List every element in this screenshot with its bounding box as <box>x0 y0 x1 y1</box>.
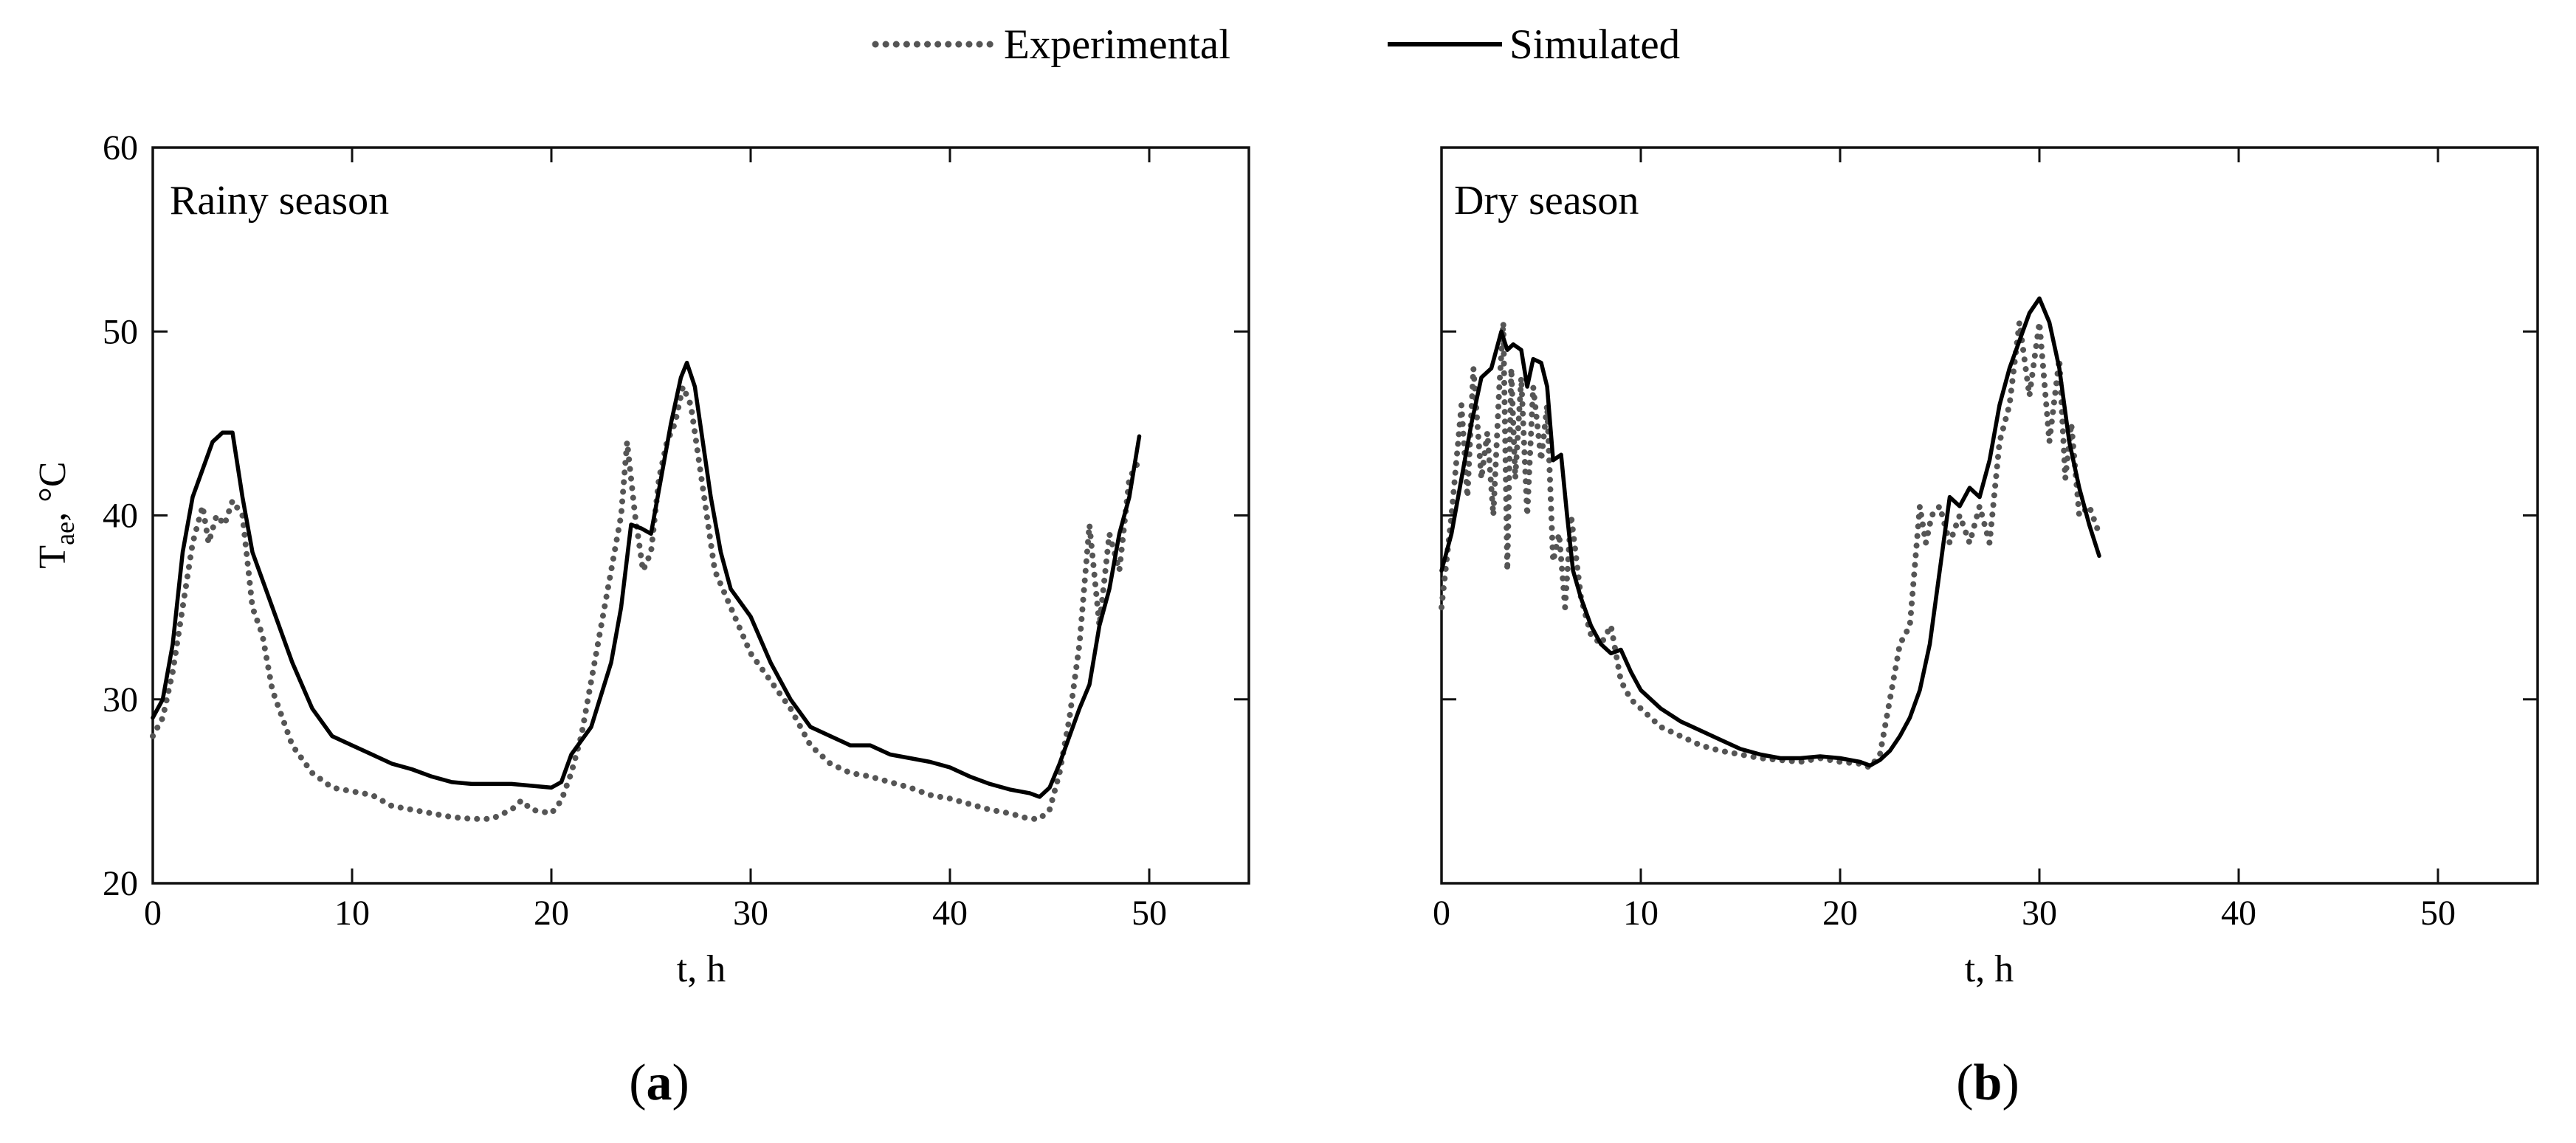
x-tick-label: 0 <box>1433 894 1450 933</box>
x-tick-label: 30 <box>733 894 768 933</box>
panel-label-b: (b) <box>1956 1054 2019 1111</box>
x-tick-label: 10 <box>1623 894 1659 933</box>
y-axis-label: Tae, °C <box>32 461 80 568</box>
y-tick-label: 40 <box>103 497 138 536</box>
x-tick-label: 50 <box>1132 894 1167 933</box>
y-tick-label: 50 <box>103 312 138 351</box>
x-axis-label: t, h <box>1965 948 2014 990</box>
x-tick-label: 40 <box>2221 894 2256 933</box>
x-axis-label: t, h <box>677 948 726 990</box>
chart-panel-b: 0 10 20 30 40 50 Dry season t, h (b) <box>1433 146 2539 1111</box>
plot-frame <box>151 146 1250 885</box>
axis-ticks: 0 10 20 30 40 50 20 30 40 50 60 <box>103 128 1249 933</box>
y-axis-label-main: T <box>32 545 74 569</box>
y-tick-label: 60 <box>103 128 138 168</box>
x-tick-label: 40 <box>932 894 968 933</box>
season-annotation: Dry season <box>1454 178 1639 224</box>
series-layer <box>1439 296 2102 770</box>
legend: Experimental Simulated <box>872 21 1680 68</box>
series-simulated-line <box>1439 296 2101 768</box>
legend-experimental-label: Experimental <box>1004 21 1230 68</box>
x-tick-label: 20 <box>1822 894 1858 933</box>
series-experimental-line <box>1439 319 2102 770</box>
x-tick-label: 30 <box>2022 894 2057 933</box>
y-axis-label-unit: , °C <box>32 461 74 521</box>
x-tick-label: 0 <box>144 894 162 933</box>
season-annotation: Rainy season <box>170 178 389 224</box>
series-simulated-line <box>151 360 1142 799</box>
legend-simulated-label: Simulated <box>1509 21 1680 68</box>
y-axis-label-sub: ae <box>50 522 80 545</box>
y-tick-label: 20 <box>103 864 138 903</box>
series-layer <box>150 360 1143 822</box>
panel-label-a: (a) <box>629 1054 689 1111</box>
x-tick-label: 50 <box>2420 894 2456 933</box>
x-tick-label: 10 <box>334 894 370 933</box>
x-tick-label: 20 <box>534 894 569 933</box>
series-experimental-line <box>150 384 1143 822</box>
axis-ticks: 0 10 20 30 40 50 <box>1433 146 2538 933</box>
y-tick-label: 30 <box>103 680 138 719</box>
